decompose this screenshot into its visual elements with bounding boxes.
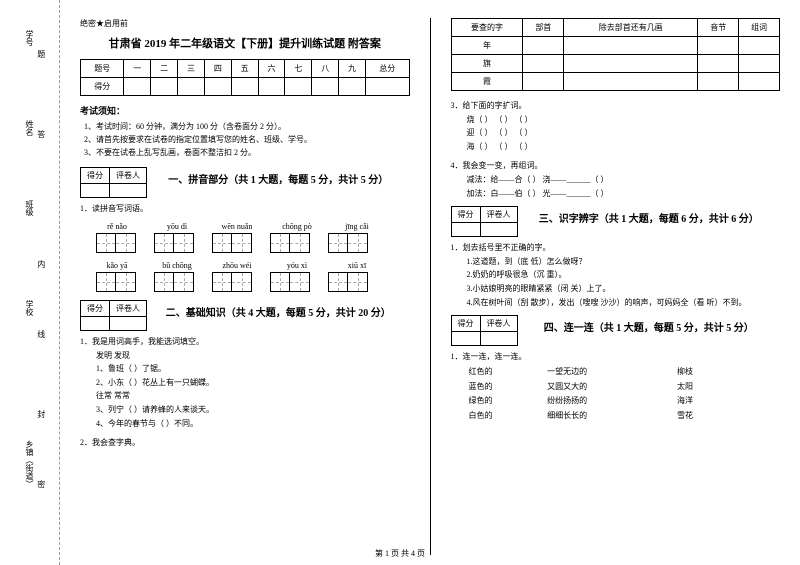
char-boxes-row bbox=[80, 233, 410, 253]
score-box: 得分评卷人 bbox=[451, 315, 518, 346]
binding-label: 乡镇（街道） bbox=[24, 440, 35, 488]
question-1-1: 1．读拼音写词语。 bbox=[80, 202, 410, 216]
lookup-header: 音节 bbox=[698, 19, 739, 37]
score-header: 六 bbox=[258, 60, 285, 78]
mark: 封 bbox=[36, 410, 47, 418]
binding-label: 姓名 bbox=[24, 120, 35, 136]
score-header: 四 bbox=[204, 60, 231, 78]
section-title-3: 三、识字辨字（共 1 大题，每题 6 分，共计 6 分） bbox=[518, 210, 781, 225]
question-2-2: 2．我会查字典。 bbox=[80, 436, 410, 450]
lookup-cell: 旗 bbox=[451, 55, 523, 73]
score-header: 三 bbox=[178, 60, 205, 78]
notice-item: 1、考试时间：60 分钟，满分为 100 分（含卷面分 2 分）。 bbox=[84, 121, 410, 134]
lookup-header: 要查的字 bbox=[451, 19, 523, 37]
mark: 密 bbox=[36, 480, 47, 488]
mark: 题 bbox=[36, 50, 47, 58]
question-4-1: 1．连一连，连一连。 红色的一望无边的柳枝 蓝色的又圆又大的太阳 绿色的纷纷扬扬… bbox=[451, 350, 781, 425]
score-row-label: 得分 bbox=[81, 78, 124, 96]
lookup-header: 除去部首还有几画 bbox=[564, 19, 698, 37]
score-box: 得分评卷人 bbox=[80, 167, 147, 198]
score-header: 五 bbox=[231, 60, 258, 78]
lookup-header: 部首 bbox=[523, 19, 564, 37]
char-box bbox=[116, 233, 136, 253]
secret-label: 绝密★启用前 bbox=[80, 18, 410, 29]
section-title-4: 四、连一连（共 1 大题，每题 5 分，共计 5 分） bbox=[518, 319, 781, 334]
pinyin-row: rě nǎo yōu dì wēn nuǎn chōng pò jīng cǎi bbox=[80, 222, 410, 231]
lookup-table: 要查的字 部首 除去部首还有几画 音节 组词 年 旗 霞 bbox=[451, 18, 781, 91]
score-header: 九 bbox=[339, 60, 366, 78]
left-column: 绝密★启用前 甘肃省 2019 年二年级语文【下册】提升训练试题 附答案 题号 … bbox=[80, 18, 410, 555]
notice-list: 1、考试时间：60 分钟，满分为 100 分（含卷面分 2 分）。 2、请首先按… bbox=[80, 121, 410, 159]
score-label: 得分 bbox=[81, 168, 110, 184]
score-box: 得分评卷人 bbox=[451, 206, 518, 237]
binding-label: 班级 bbox=[24, 200, 35, 216]
score-header: 题号 bbox=[81, 60, 124, 78]
question-2-3: 3．给下面的字扩词。 烧（ ） （ ） （ ） 迎（ ） （ ） （ ） 海（ … bbox=[451, 99, 781, 153]
mark: 内 bbox=[36, 260, 47, 268]
score-header: 总分 bbox=[365, 60, 409, 78]
matching-table: 红色的一望无边的柳枝 蓝色的又圆又大的太阳 绿色的纷纷扬扬的海洋 白色的细细长长… bbox=[467, 364, 731, 425]
notice-title: 考试须知： bbox=[80, 104, 410, 117]
section-title-2: 二、基础知识（共 4 大题，每题 5 分，共计 20 分） bbox=[147, 304, 410, 319]
char-boxes-row bbox=[80, 272, 410, 292]
exam-title: 甘肃省 2019 年二年级语文【下册】提升训练试题 附答案 bbox=[80, 35, 410, 51]
binding-label: 学校 bbox=[24, 300, 35, 316]
grader-label: 评卷人 bbox=[110, 168, 147, 184]
pinyin-row: kǎo yā bǔ chōng zhōu wéi yóu xì xiū xī bbox=[80, 261, 410, 270]
mark: 线 bbox=[36, 330, 47, 338]
content-area: 绝密★启用前 甘肃省 2019 年二年级语文【下册】提升训练试题 附答案 题号 … bbox=[60, 0, 800, 565]
score-header: 一 bbox=[124, 60, 151, 78]
page-footer: 第 1 页 共 4 页 bbox=[0, 548, 800, 559]
binding-margin: 学号 题 姓名 答 班级 内 学校 线 封 乡镇（街道） 密 bbox=[0, 0, 60, 565]
question-3-1: 1．划去括号里不正确的字。 1.这道题，到（底 低）怎么做呀？ 2.奶奶的呼吸很… bbox=[451, 241, 781, 309]
char-box bbox=[96, 233, 116, 253]
notice-item: 3、不要在试卷上乱写乱画，卷面不整洁扣 2 分。 bbox=[84, 147, 410, 160]
question-2-1: 1．我是用词高手，我能选词填空。 发明 发现 1、鲁班（ ）了锯。 2、小东（ … bbox=[80, 335, 410, 430]
binding-label: 学号 bbox=[24, 30, 35, 46]
notice-item: 2、请首先按要求在试卷的指定位置填写您的姓名、班级、学号。 bbox=[84, 134, 410, 147]
question-2-4: 4．我会变一变，再组词。 减法：给——合（ ） 浇——______（ ） 加法：… bbox=[451, 159, 781, 200]
score-header: 七 bbox=[285, 60, 312, 78]
score-table: 题号 一 二 三 四 五 六 七 八 九 总分 得分 bbox=[80, 59, 410, 96]
lookup-cell: 霞 bbox=[451, 73, 523, 91]
right-column: 要查的字 部首 除去部首还有几画 音节 组词 年 旗 霞 3．给下面的字扩词。 … bbox=[451, 18, 781, 555]
lookup-header: 组词 bbox=[739, 19, 780, 37]
mark: 答 bbox=[36, 130, 47, 138]
lookup-cell: 年 bbox=[451, 37, 523, 55]
column-divider bbox=[430, 18, 431, 555]
score-header: 二 bbox=[151, 60, 178, 78]
score-box: 得分评卷人 bbox=[80, 300, 147, 331]
score-header: 八 bbox=[312, 60, 339, 78]
section-title-1: 一、拼音部分（共 1 大题，每题 5 分，共计 5 分） bbox=[147, 171, 410, 186]
